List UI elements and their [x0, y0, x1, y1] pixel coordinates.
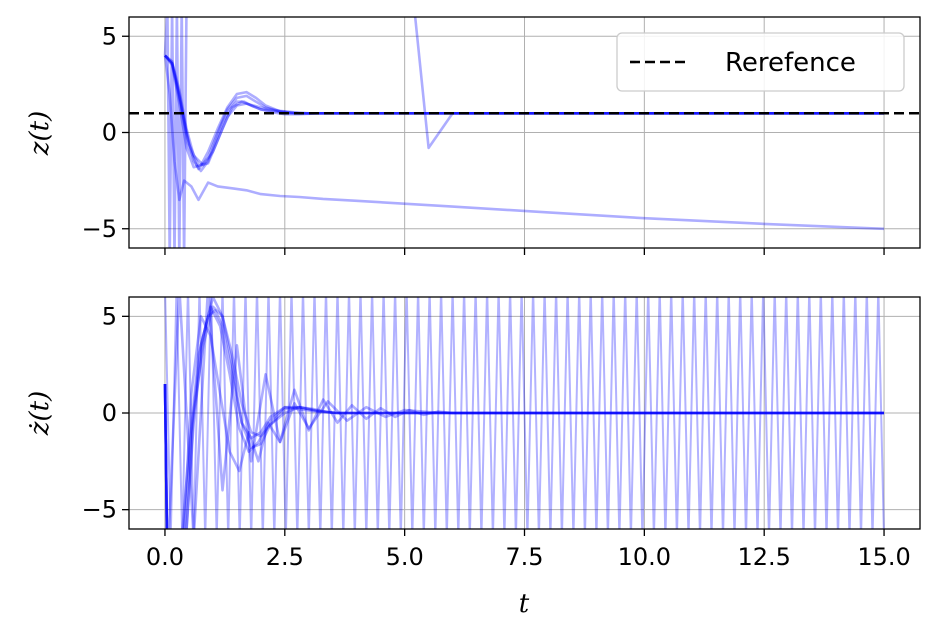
legend: Rerefence: [616, 32, 905, 92]
bottom-series-line-2: [163, 305, 884, 529]
top-y-axis-label: z(t): [25, 111, 55, 156]
bottom-grid: [129, 297, 920, 529]
x-axis-label: t: [519, 589, 530, 619]
x-tick-label: 2.5: [266, 543, 304, 571]
top-series-line-5: [164, 54, 884, 167]
bottom-y-axis-label: ż(t): [25, 391, 55, 436]
bottom-noise-series-line: [164, 297, 885, 529]
bottom-ticks: 0.0 2.5 5.0 7.5 10.0 12.5 15.0 −5 0 5: [82, 302, 911, 571]
bottom-axes: 0.0 2.5 5.0 7.5 10.0 12.5 15.0 −5 0 5 ż(t) t: [25, 296, 921, 619]
x-tick-label: 7.5: [505, 543, 543, 571]
bottom-y-tick-label: 5: [102, 302, 117, 330]
bottom-series-group: [163, 297, 885, 529]
top-series-group: [129, 17, 920, 248]
x-tick-label: 5.0: [386, 543, 424, 571]
bottom-y-tick-label: −5: [82, 496, 117, 524]
x-tick-label: 10.0: [618, 543, 671, 571]
x-tick-label: 12.5: [737, 543, 790, 571]
top-y-tick-label: 0: [102, 119, 117, 147]
top-series-line-3: [164, 54, 884, 167]
top-y-tick-label: −5: [82, 215, 117, 243]
top-series-line-7: [163, 17, 884, 248]
legend-frame: [616, 32, 905, 92]
top-axes: −5 0 5 z(t) Rerefence: [25, 16, 921, 255]
bottom-series-line-3: [163, 305, 884, 529]
bottom-series-line-5: [163, 314, 884, 529]
top-ticks: −5 0 5: [82, 22, 885, 255]
bottom-series-line-4: [163, 297, 884, 529]
top-series-line-4: [164, 54, 884, 171]
x-tick-label: 0.0: [146, 543, 184, 571]
top-series-line-6: [163, 55, 885, 231]
x-tick-label: 15.0: [857, 543, 910, 571]
bottom-series-line-6: [163, 297, 884, 529]
top-y-tick-label: 5: [102, 22, 117, 50]
bottom-series-line-1: [163, 309, 884, 529]
bottom-y-tick-label: 0: [102, 399, 117, 427]
legend-label-reference: Rerefence: [725, 48, 856, 78]
